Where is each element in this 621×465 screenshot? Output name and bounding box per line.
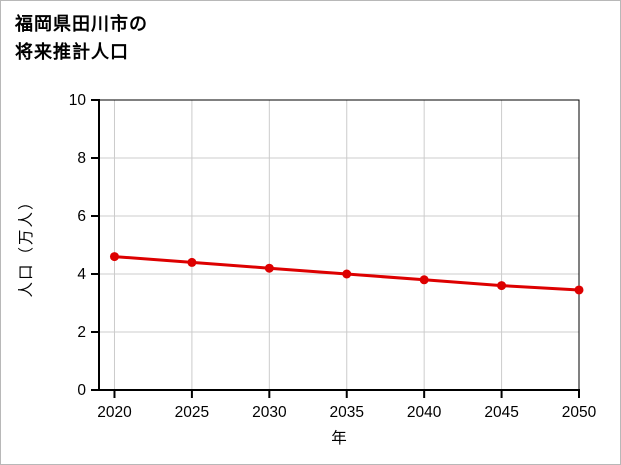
data-point-marker	[419, 275, 429, 285]
x-tick-label: 2040	[407, 404, 442, 421]
y-tick-label: 10	[69, 92, 87, 109]
chart-title: 福岡県田川市の 将来推計人口	[15, 11, 148, 67]
data-point-marker	[264, 263, 274, 273]
data-point-marker	[109, 252, 119, 262]
x-tick-label: 2020	[97, 404, 132, 421]
data-point-marker	[497, 281, 507, 291]
data-point-marker	[574, 285, 584, 295]
y-tick-label: 6	[77, 208, 86, 225]
gridlines	[99, 99, 580, 391]
data-point-marker	[342, 269, 352, 279]
x-tick-label: 2050	[562, 404, 597, 421]
x-tick-label: 2035	[329, 404, 363, 421]
x-tick-label: 2025	[175, 404, 209, 421]
x-axis-title: 年	[331, 429, 347, 447]
x-tick-label: 2030	[252, 404, 287, 421]
tick-labels: 0 2 4 6 8 10 2020 2025 2030 2035 2040 2045 2050	[69, 92, 597, 421]
y-tick-label: 0	[77, 382, 86, 399]
series-population	[109, 252, 584, 295]
tick-marks	[91, 99, 580, 398]
y-tick-label: 2	[77, 324, 86, 341]
y-tick-label: 8	[77, 150, 86, 167]
plot-border	[98, 99, 580, 391]
y-axis-title: 人口（万人）	[17, 192, 35, 297]
data-point-marker	[187, 257, 197, 267]
y-tick-label: 4	[77, 266, 86, 283]
x-tick-label: 2045	[484, 404, 518, 421]
chart-title-line1: 福岡県田川市の	[15, 14, 148, 34]
chart-title-line2: 将来推計人口	[15, 41, 129, 62]
